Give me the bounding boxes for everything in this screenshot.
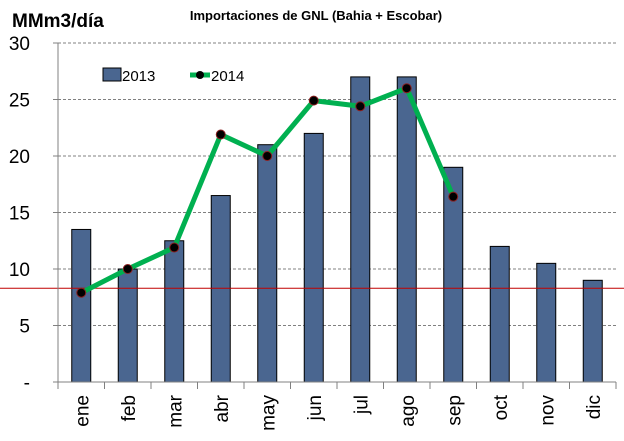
bar-feb xyxy=(117,268,138,383)
x-tick-label-dic: dic xyxy=(584,395,605,419)
bar-jun xyxy=(303,132,324,383)
x-tick-label-oct: oct xyxy=(491,394,512,420)
legend: 2013 2014 xyxy=(102,67,244,85)
legend-label-2014: 2014 xyxy=(211,68,244,85)
y-tick-label: 5 xyxy=(19,317,30,338)
x-tick-label-abr: abr xyxy=(212,394,233,422)
y-axis-title: MMm3/día xyxy=(12,11,104,32)
bar-may xyxy=(257,144,278,383)
point-2014-ene xyxy=(76,287,87,298)
point-2014-feb xyxy=(122,264,133,274)
bar-abr xyxy=(210,195,231,383)
point-2014-jun xyxy=(308,95,319,106)
y-tick-label: 25 xyxy=(9,91,30,112)
point-2014-mar xyxy=(169,242,180,253)
bar-nov xyxy=(536,262,557,383)
x-tick-label-mar: mar xyxy=(165,394,186,427)
y-tick-label: 10 xyxy=(9,260,30,281)
point-2014-sep xyxy=(448,191,459,202)
bar-mar xyxy=(164,240,185,383)
point-2014-jul xyxy=(355,101,366,112)
bar-ago xyxy=(396,76,417,383)
legend-label-2013: 2013 xyxy=(122,68,155,85)
chart-title: Importaciones de GNL (Bahia + Escobar) xyxy=(190,8,442,23)
y-tick-label: 30 xyxy=(9,34,30,55)
x-tick-label-ene: ene xyxy=(72,395,93,427)
point-2014-ago xyxy=(401,83,412,94)
legend-swatch-2013 xyxy=(102,67,122,82)
legend-marker-2014 xyxy=(196,71,204,79)
point-2014-may xyxy=(262,151,273,161)
x-tick-label-jul: jul xyxy=(351,395,372,415)
x-tick-label-nov: nov xyxy=(537,395,558,426)
x-tick-label-sep: sep xyxy=(444,395,465,426)
x-tick-label-ago: ago xyxy=(398,395,419,427)
bar-oct xyxy=(489,245,510,383)
bar-dic xyxy=(582,279,603,383)
y-tick-label: - xyxy=(24,373,30,394)
y-tick-label: 20 xyxy=(9,147,30,168)
x-tick-label-feb: feb xyxy=(119,395,140,421)
bar-jul xyxy=(350,76,371,383)
bar-ene xyxy=(71,228,92,383)
y-tick-label: 15 xyxy=(9,204,30,225)
x-tick-label-jun: jun xyxy=(305,395,326,421)
x-tick-label-may: may xyxy=(258,395,279,431)
point-2014-abr xyxy=(215,129,226,140)
